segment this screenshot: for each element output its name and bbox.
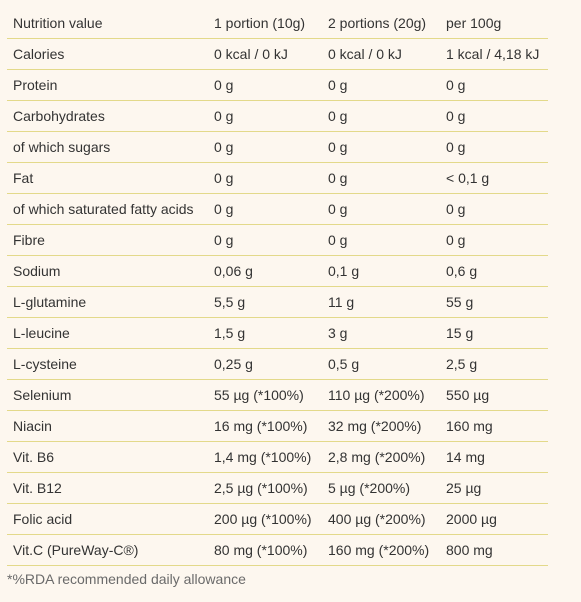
nutrition-table-header: Nutrition value 1 portion (10g) 2 portio… [7,8,548,39]
cell-two-portions: 5 µg (*200%) [322,472,440,504]
cell-one-portion: 0 kcal / 0 kJ [208,38,322,70]
cell-one-portion: 2,5 µg (*100%) [208,472,322,504]
cell-one-portion: 16 mg (*100%) [208,410,322,442]
cell-nutrient: L-cysteine [7,348,208,380]
cell-one-portion: 0 g [208,69,322,101]
cell-per-100g: 15 g [440,317,548,349]
footnote: *%RDA recommended daily allowance [7,571,246,587]
cell-one-portion: 0,25 g [208,348,322,380]
cell-per-100g: 550 µg [440,379,548,411]
header-cell-nutrient: Nutrition value [7,8,208,39]
table-row: L-cysteine 0,25 g 0,5 g 2,5 g [7,348,548,380]
cell-one-portion: 55 µg (*100%) [208,379,322,411]
cell-nutrient: Fat [7,162,208,194]
cell-nutrient: Niacin [7,410,208,442]
table-row: Vit. B12 2,5 µg (*100%) 5 µg (*200%) 25 µg [7,472,548,504]
cell-two-portions: 0 g [322,100,440,132]
cell-nutrient: Protein [7,69,208,101]
cell-per-100g: 160 mg [440,410,548,442]
header-cell-one-portion: 1 portion (10g) [208,8,322,39]
header-cell-per-100g: per 100g [440,8,548,39]
table-row: Niacin 16 mg (*100%) 32 mg (*200%) 160 mg [7,410,548,442]
header-row: Nutrition value 1 portion (10g) 2 portio… [7,8,548,39]
cell-per-100g: 800 mg [440,534,548,566]
cell-nutrient: Fibre [7,224,208,256]
cell-nutrient: L-glutamine [7,286,208,318]
cell-one-portion: 0,06 g [208,255,322,287]
cell-nutrient: Carbohydrates [7,100,208,132]
header-cell-two-portions: 2 portions (20g) [322,8,440,39]
cell-nutrient: Vit.C (PureWay-C®) [7,534,208,566]
table-row: L-glutamine 5,5 g 11 g 55 g [7,286,548,318]
cell-two-portions: 0 g [322,131,440,163]
nutrition-table-body: Calories 0 kcal / 0 kJ 0 kcal / 0 kJ 1 kcal… [7,38,548,566]
cell-two-portions: 0 kcal / 0 kJ [322,38,440,70]
cell-per-100g: 55 g [440,286,548,318]
cell-nutrient: L-leucine [7,317,208,349]
cell-per-100g: 0 g [440,100,548,132]
nutrition-table: Nutrition value 1 portion (10g) 2 portio… [7,8,548,566]
cell-per-100g: 2,5 g [440,348,548,380]
cell-per-100g: 0,6 g [440,255,548,287]
cell-two-portions: 0,1 g [322,255,440,287]
cell-nutrient: Calories [7,38,208,70]
cell-nutrient: Folic acid [7,503,208,535]
table-row: Vit. B6 1,4 mg (*100%) 2,8 mg (*200%) 14 mg [7,441,548,473]
cell-one-portion: 80 mg (*100%) [208,534,322,566]
cell-two-portions: 0 g [322,162,440,194]
table-row: Calories 0 kcal / 0 kJ 0 kcal / 0 kJ 1 kcal… [7,38,548,70]
cell-per-100g: < 0,1 g [440,162,548,194]
cell-two-portions: 110 µg (*200%) [322,379,440,411]
cell-nutrient: Sodium [7,255,208,287]
cell-one-portion: 0 g [208,162,322,194]
cell-two-portions: 3 g [322,317,440,349]
cell-per-100g: 0 g [440,193,548,225]
cell-two-portions: 0 g [322,193,440,225]
cell-one-portion: 5,5 g [208,286,322,318]
cell-per-100g: 1 kcal / 4,18 kJ [440,38,548,70]
cell-two-portions: 11 g [322,286,440,318]
table-row: Sodium 0,06 g 0,1 g 0,6 g [7,255,548,287]
cell-two-portions: 2,8 mg (*200%) [322,441,440,473]
cell-nutrient: Vit. B12 [7,472,208,504]
cell-two-portions: 0 g [322,69,440,101]
cell-one-portion: 1,4 mg (*100%) [208,441,322,473]
cell-two-portions: 32 mg (*200%) [322,410,440,442]
cell-one-portion: 200 µg (*100%) [208,503,322,535]
cell-two-portions: 160 mg (*200%) [322,534,440,566]
table-row: Folic acid 200 µg (*100%) 400 µg (*200%) 20… [7,503,548,535]
cell-one-portion: 0 g [208,131,322,163]
cell-per-100g: 25 µg [440,472,548,504]
cell-two-portions: 0,5 g [322,348,440,380]
cell-per-100g: 0 g [440,224,548,256]
cell-two-portions: 0 g [322,224,440,256]
cell-per-100g: 14 mg [440,441,548,473]
cell-one-portion: 0 g [208,100,322,132]
cell-one-portion: 0 g [208,193,322,225]
cell-one-portion: 0 g [208,224,322,256]
cell-per-100g: 2000 µg [440,503,548,535]
cell-per-100g: 0 g [440,69,548,101]
cell-nutrient: Vit. B6 [7,441,208,473]
cell-one-portion: 1,5 g [208,317,322,349]
cell-nutrient: Selenium [7,379,208,411]
cell-per-100g: 0 g [440,131,548,163]
table-row: Selenium 55 µg (*100%) 110 µg (*200%) 550 µ… [7,379,548,411]
cell-nutrient: of which sugars [7,131,208,163]
table-row: Vit.C (PureWay-C®) 80 mg (*100%) 160 mg (*… [7,534,548,566]
cell-nutrient: of which saturated fatty acids [7,193,208,225]
cell-two-portions: 400 µg (*200%) [322,503,440,535]
